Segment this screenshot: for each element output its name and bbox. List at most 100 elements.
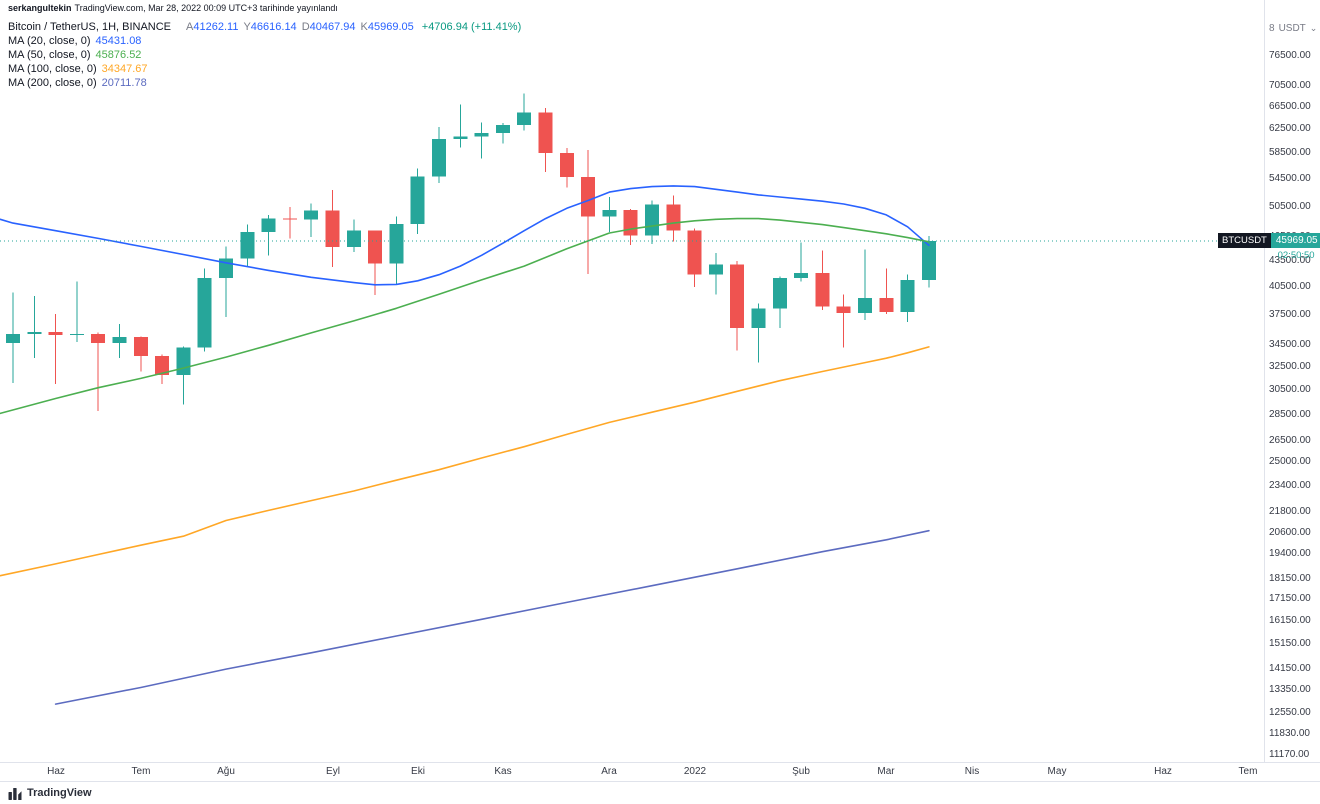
price-tick: 62500.00	[1269, 123, 1311, 134]
time-axis[interactable]: Haz Tem Ağu Eyl Eki Kas Ara 2022 Şub Mar Nis May Haz…	[0, 762, 1320, 782]
ma-20-line[interactable]	[0, 185, 930, 286]
footer-bar: TradingView	[0, 781, 1320, 804]
candle-body	[261, 218, 276, 233]
ma-20-value: 45431.08	[95, 35, 142, 47]
ma-50-label: MA (50, close, 0)	[8, 49, 91, 61]
price-tick: 37500.00	[1269, 309, 1311, 320]
ma-100-legend-row[interactable]: MA (100, close, 0) 34347.67	[8, 63, 521, 76]
time-tick: Eki	[411, 766, 425, 777]
candle-body	[517, 112, 532, 125]
candle-body	[708, 264, 723, 275]
candle-body	[176, 347, 191, 375]
candle-body	[794, 273, 809, 279]
publish-username[interactable]: serkangultekin	[8, 3, 72, 13]
price-tag-value: 45969.05	[1270, 233, 1320, 248]
chevron-down-icon: ⌄	[1309, 23, 1318, 33]
price-tag-symbol: BTCUSDT	[1218, 233, 1271, 248]
candle-body	[815, 273, 830, 307]
ma-100-value: 34347.67	[101, 63, 148, 75]
ma-100-line[interactable]	[0, 346, 930, 577]
candle-body	[112, 337, 127, 344]
symbol-title[interactable]: Bitcoin / TetherUS, 1H, BINANCE	[8, 21, 172, 33]
price-tick: 28500.00	[1269, 409, 1311, 420]
price-tag-row: BTCUSDT 45969.05	[1218, 233, 1320, 248]
price-axis[interactable]: 8 USDT ⌄ 76500.00 70500.00 66500.00 62500.0…	[1264, 0, 1320, 762]
close-value: 45969.05	[367, 21, 414, 33]
price-tick: 25000.00	[1269, 456, 1311, 467]
time-tick: May	[1047, 766, 1067, 777]
price-tick: 16150.00	[1269, 615, 1311, 626]
time-tick: Tem	[131, 766, 151, 777]
tradingview-logo-icon	[8, 788, 22, 800]
time-tick: 2022	[683, 766, 707, 777]
price-axis-currency: USDT	[1278, 23, 1306, 34]
price-tick: 13350.00	[1269, 684, 1311, 695]
candle-body	[346, 230, 361, 248]
candle-body	[751, 308, 766, 328]
ma-200-line[interactable]	[54, 529, 930, 705]
price-tick: 70500.00	[1269, 80, 1311, 91]
time-tick: Haz	[47, 766, 65, 777]
time-tick: Ağu	[217, 766, 235, 777]
candle-body	[900, 279, 915, 313]
time-tick: Tem	[1238, 766, 1258, 777]
time-tick: Şub	[792, 766, 810, 777]
ma-200-legend-row[interactable]: MA (200, close, 0) 20711.78	[8, 77, 521, 90]
candle-body	[368, 230, 383, 264]
candle-body	[666, 204, 681, 231]
candle-body	[48, 331, 63, 335]
candle-body	[538, 112, 553, 153]
open-value: 41262.11	[193, 21, 239, 33]
price-tick: 34500.00	[1269, 339, 1311, 350]
candle-body	[559, 152, 574, 178]
time-tick: Mar	[877, 766, 895, 777]
ma-50-legend-row[interactable]: MA (50, close, 0) 45876.52	[8, 49, 521, 62]
ohlc-values: A41262.11 Y46616.14 D40467.94 K45969.05	[181, 21, 414, 33]
candle-body	[282, 218, 297, 220]
ma-20-legend-row[interactable]: MA (20, close, 0) 45431.08	[8, 35, 521, 48]
time-tick: Haz	[1154, 766, 1172, 777]
price-tick: 18150.00	[1269, 573, 1311, 584]
time-tick: Ara	[601, 766, 617, 777]
high-label: Y	[243, 21, 251, 33]
tradingview-logo[interactable]: TradingView	[8, 786, 92, 800]
tradingview-brand-text: TradingView	[27, 787, 92, 799]
low-label: D	[301, 21, 310, 33]
ma-50-line[interactable]	[0, 217, 930, 415]
candle-body	[432, 138, 446, 177]
candle-countdown: 02:50:50	[1277, 250, 1315, 261]
publish-info[interactable]: serkangultekin TradingView.com, Mar 28, 2…	[8, 3, 338, 14]
publish-text: TradingView.com, Mar 28, 2022 00:09 UTC+…	[74, 3, 338, 13]
price-tick: 26500.00	[1269, 435, 1311, 446]
price-tick: 50500.00	[1269, 201, 1311, 212]
symbol-legend-row: Bitcoin / TetherUS, 1H, BINANCE A41262.11…	[8, 21, 521, 34]
ma-20-label: MA (20, close, 0)	[8, 35, 91, 47]
candle-body	[410, 176, 425, 224]
candle-body	[325, 210, 340, 248]
time-tick: Kas	[494, 766, 512, 777]
price-tick: 11830.00	[1269, 728, 1310, 739]
price-tick: 43500.00	[1269, 255, 1311, 266]
candle-body	[687, 230, 702, 275]
price-tick: 58500.00	[1269, 147, 1311, 158]
candle-body	[69, 333, 84, 335]
time-tick: Eyl	[326, 766, 340, 777]
price-tick: 11170.00	[1269, 749, 1310, 760]
ma-200-label: MA (200, close, 0)	[8, 77, 97, 89]
candle-body	[133, 337, 148, 356]
candle-body	[730, 264, 745, 328]
price-tick: 21800.00	[1269, 506, 1311, 517]
price-tick: 30500.00	[1269, 384, 1311, 395]
price-tick: 15150.00	[1269, 638, 1311, 649]
candle-body	[27, 331, 42, 334]
candle-body	[240, 232, 255, 259]
candle-body	[389, 223, 404, 264]
high-value: 46616.14	[250, 21, 297, 33]
time-tick: Nis	[964, 766, 980, 777]
candle-body	[581, 177, 596, 217]
current-price-tag: BTCUSDT 45969.05 02:50:50	[1218, 233, 1320, 262]
candle-body	[602, 209, 617, 217]
open-label: A	[186, 21, 194, 33]
candle-body	[772, 278, 787, 309]
